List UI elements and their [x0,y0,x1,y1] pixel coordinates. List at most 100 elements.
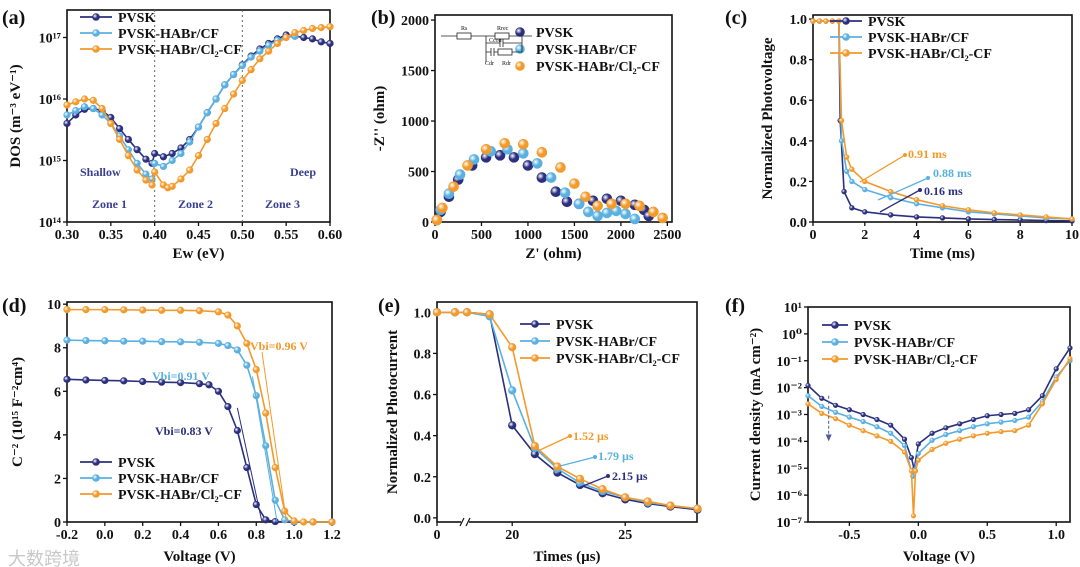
data-point [229,90,238,98]
x-tick-label: 1000 [514,228,542,243]
data-point [82,336,90,345]
data-point [214,387,223,395]
data-point [580,191,591,203]
legend-label: PVSK [868,15,905,30]
y-tick-label: 0.8 [414,347,432,362]
x-tick-label: 1.0 [285,528,303,543]
data-point [598,485,607,494]
x-axis-label: Voltage (V) [163,549,235,565]
data-point [838,138,845,144]
data-point [819,403,825,410]
plot-frame [436,301,698,523]
data-point [846,422,852,428]
legend-label: PVSK-HABr/CF [118,27,219,42]
legend-label: PVSK [854,319,891,334]
data-point [860,428,866,434]
data-point [943,431,949,438]
legend-marker [515,27,525,37]
legend: PVSK PVSK-HABr/CF PVSK-HABr/Cl₂-CF [520,318,680,367]
data-point [326,23,334,31]
y-tick-label: 10¹⁷ [39,32,61,47]
data-point [849,166,855,172]
x-axis-label: Ew (eV) [172,246,224,262]
data-point [998,429,1004,435]
data-point [124,135,132,144]
x-tick-label: 8 [1017,228,1024,243]
data-point [233,426,241,435]
data-point [913,214,920,220]
x-tick-label: 0.5 [979,528,997,543]
data-point [98,104,106,113]
data-point [957,436,963,442]
circuit-label: Rrec [497,26,509,32]
annotation-arrow [539,435,571,451]
arrow-head [593,455,597,459]
zone-label: Zone 2 [178,197,213,211]
x-tick-label: 0.4 [172,528,190,543]
data-point [176,378,185,387]
data-point [657,212,669,224]
data-point [929,430,935,436]
x-axis-label: Voltage (V) [903,549,975,565]
data-point [522,160,534,171]
data-point [72,98,80,106]
data-point [517,148,529,159]
data-point [247,53,255,61]
data-point [168,149,176,158]
y-tick-label: 10⁻⁶ [776,489,802,504]
data-point [943,425,949,431]
data-point [1039,401,1046,407]
data-point [115,125,124,133]
data-point [151,149,159,158]
data-point [912,468,919,474]
data-point [957,428,963,434]
data-point [508,386,517,395]
y-tick-label: 0.2 [790,175,808,190]
data-point [862,209,868,215]
data-point [606,198,617,210]
series-2 [431,137,669,226]
y-tick-label: 10¹⁶ [39,93,61,108]
zone-label: Shallow [80,165,121,179]
y-tick-label: 10⁻³ [776,409,802,424]
data-point [832,409,839,415]
data-point [233,322,241,330]
legend-label: PVSK-HABr/Cl₂-CF [536,60,660,75]
data-point [273,39,282,48]
data-point [158,338,166,346]
data-point [888,422,894,428]
legend-label: PVSK [118,456,155,471]
y-tick-label: 10¹⁴ [39,216,62,231]
x-tick-label: 0.30 [55,228,80,243]
data-point [214,308,223,316]
legend-marker [92,29,100,37]
legend-label: PVSK-HABr/Cl₂-CF [118,488,242,503]
data-point [1043,214,1049,220]
data-point [957,421,963,427]
arrow-head [606,474,610,478]
data-point [229,70,238,79]
data-point [317,38,325,46]
data-point [583,206,594,218]
data-point [634,200,645,212]
data-point [271,463,279,472]
data-point [508,421,517,430]
data-point [212,119,220,128]
x-tick-label: 0.55 [274,228,299,243]
legend: PVSK PVSK-HABr/CF PVSK-HABr/Cl₂-CF [515,26,660,75]
y-axis-label: Normalized Photovoltage [760,37,776,199]
data-point [915,457,921,463]
data-point [133,166,141,174]
data-point [176,306,185,314]
arrow-head [903,153,907,157]
data-point [575,474,585,483]
data-point [63,306,71,314]
y-axis-label: Current density (mA cm⁻²) [748,328,764,501]
x-tick-label: 1.0 [1047,528,1065,543]
x-tick-label: 0.35 [99,228,124,243]
x-tick-label: 2 [861,228,868,243]
data-point [431,214,443,226]
annotation-label: Vbi=0.96 V [250,339,308,353]
data-point [874,416,880,423]
